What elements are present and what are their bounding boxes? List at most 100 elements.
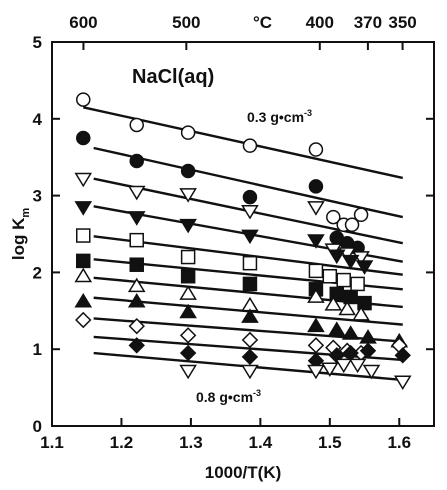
data-point	[327, 249, 346, 265]
data-point	[307, 337, 325, 354]
data-point	[180, 268, 196, 284]
data-point	[74, 172, 93, 188]
data-point	[308, 142, 324, 157]
data-point	[327, 321, 346, 336]
data-point	[241, 229, 259, 245]
data-point	[334, 358, 353, 374]
data-point	[344, 217, 360, 233]
data-point	[307, 364, 325, 380]
data-point	[326, 209, 341, 225]
y-tick-label: 4	[33, 110, 43, 129]
data-point	[127, 211, 146, 226]
data-point	[179, 303, 197, 319]
data-point	[129, 232, 144, 248]
data-point	[242, 255, 258, 271]
data-point	[179, 188, 197, 203]
data-point	[242, 276, 258, 292]
data-point	[341, 325, 360, 340]
data-point	[307, 317, 325, 333]
data-point	[242, 138, 258, 153]
density-label-top: 0.3 g•cm-3	[247, 108, 312, 125]
data-point	[359, 342, 377, 359]
data-point	[242, 189, 258, 205]
x-tick-label: 1.5	[318, 433, 342, 452]
data-point	[322, 268, 338, 284]
plot-frame	[51, 41, 435, 427]
data-point	[76, 228, 91, 243]
fit-line	[82, 106, 404, 180]
data-point	[179, 364, 197, 380]
x-tick-label: 1.6	[387, 433, 411, 452]
top-tick-label: 370	[354, 13, 382, 32]
data-point	[74, 267, 93, 283]
data-point	[180, 125, 196, 140]
data-point	[241, 205, 259, 220]
data-point	[129, 153, 144, 169]
data-point	[321, 362, 339, 377]
data-point	[75, 311, 92, 329]
data-point	[179, 218, 197, 234]
y-tick-label: 0	[33, 417, 42, 436]
data-point	[353, 207, 369, 223]
x-axis-label: 1000/T(K)	[205, 463, 282, 482]
data-point	[74, 201, 93, 216]
data-point	[343, 289, 358, 305]
density-label-bottom: 0.8 g•cm-3	[196, 388, 261, 405]
data-point	[127, 292, 146, 308]
data-point	[76, 253, 91, 269]
data-point	[241, 308, 259, 323]
data-point	[74, 292, 93, 308]
data-point	[355, 260, 374, 275]
y-tick-label: 5	[33, 33, 42, 52]
fit-line	[93, 146, 404, 219]
data-point	[308, 179, 324, 194]
data-point	[394, 347, 411, 364]
data-point	[307, 201, 325, 216]
data-point	[241, 348, 259, 366]
data-point	[180, 249, 196, 265]
data-points	[74, 92, 412, 391]
data-point	[348, 358, 367, 374]
data-point	[180, 163, 196, 179]
data-point	[341, 254, 360, 270]
data-point	[307, 288, 325, 303]
data-point	[127, 277, 146, 293]
data-point	[324, 296, 343, 311]
chart-title: NaCl(aq)	[132, 66, 214, 88]
y-axis-label: log Km	[9, 208, 32, 261]
data-point	[362, 364, 381, 380]
y-tick-label: 1	[33, 340, 42, 359]
data-point	[357, 295, 372, 311]
top-axis-unit-label: °C	[253, 13, 272, 32]
data-point	[128, 337, 145, 354]
data-point	[127, 185, 146, 201]
y-tick-label: 2	[33, 263, 42, 282]
data-point	[393, 375, 412, 391]
x-tick-label: 1.1	[40, 433, 64, 452]
top-tick-label: 350	[388, 13, 416, 32]
data-point	[241, 331, 259, 349]
data-point	[308, 263, 324, 279]
data-point	[307, 234, 325, 249]
data-point	[179, 285, 197, 300]
data-point	[129, 117, 144, 133]
data-point	[338, 300, 356, 316]
data-point	[76, 92, 91, 107]
x-tick-label: 1.4	[249, 433, 273, 452]
data-point	[350, 276, 365, 292]
data-point	[128, 317, 145, 335]
data-point	[179, 327, 197, 344]
x-tick-label: 1.3	[179, 433, 203, 452]
top-tick-label: 400	[306, 13, 334, 32]
top-tick-label: 500	[172, 13, 200, 32]
data-point	[129, 257, 144, 272]
data-point	[336, 272, 351, 288]
x-tick-label: 1.2	[110, 433, 134, 452]
data-point	[359, 329, 377, 344]
data-point	[179, 344, 197, 362]
y-tick-label: 3	[33, 187, 42, 206]
top-tick-label: 600	[69, 13, 97, 32]
axis-ticks	[51, 41, 434, 427]
data-point	[241, 364, 259, 380]
